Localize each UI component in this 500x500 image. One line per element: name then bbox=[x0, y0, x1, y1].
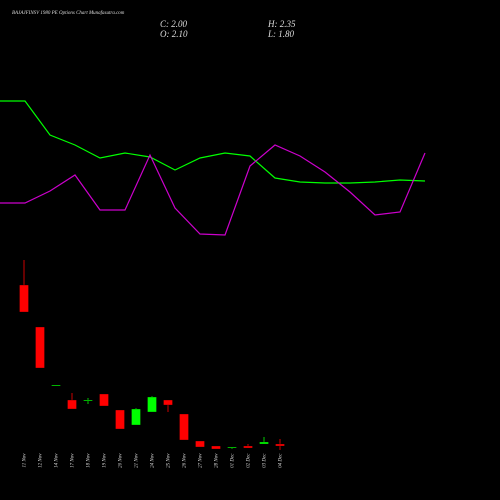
x-tick-label: 28 Nov bbox=[215, 453, 220, 468]
candle-body bbox=[83, 399, 93, 402]
x-tick-label: 20 Nov bbox=[119, 453, 124, 468]
candle-body bbox=[227, 446, 237, 449]
x-tick-label: 27 Nov bbox=[199, 453, 204, 468]
candle-body bbox=[211, 445, 221, 450]
annotation: O: 2.10 bbox=[160, 29, 188, 39]
x-tick-label: 01 Dec bbox=[231, 453, 236, 468]
candle-body bbox=[163, 399, 173, 406]
x-tick-label: 24 Nov bbox=[151, 453, 156, 468]
candle-body bbox=[19, 284, 29, 313]
candle-body bbox=[99, 393, 109, 407]
candle-body bbox=[51, 384, 61, 387]
indicator-line bbox=[0, 100, 426, 184]
annotation: C: 2.00 bbox=[160, 19, 188, 29]
annotation: H: 2.35 bbox=[267, 19, 296, 29]
x-tick-label: 26 Nov bbox=[183, 453, 188, 468]
x-tick-label: 04 Dec bbox=[279, 453, 284, 468]
candle-body bbox=[147, 396, 157, 413]
candle-body bbox=[115, 409, 125, 430]
candle-body bbox=[275, 443, 285, 447]
x-tick-label: 14 Nov bbox=[55, 453, 60, 468]
candle-body bbox=[131, 408, 141, 426]
chart-title: BAJAJFINSV 1980 PE Options Chart Munafas… bbox=[12, 11, 125, 16]
candle-body bbox=[243, 445, 253, 449]
annotation: L: 1.80 bbox=[267, 29, 295, 39]
x-tick-label: 03 Dec bbox=[263, 453, 268, 468]
x-tick-label: 25 Nov bbox=[167, 453, 172, 468]
indicator-line bbox=[0, 144, 426, 236]
candle-body bbox=[35, 326, 45, 369]
x-tick-label: 18 Nov bbox=[87, 453, 92, 468]
candle-body bbox=[67, 399, 77, 410]
x-tick-label: 12 Nov bbox=[39, 453, 44, 468]
x-tick-label: 11 Nov bbox=[23, 453, 28, 468]
x-tick-label: 21 Nov bbox=[135, 453, 140, 468]
candle-body bbox=[259, 441, 269, 445]
x-tick-label: 02 Dec bbox=[247, 453, 252, 468]
x-tick-label: 19 Nov bbox=[103, 453, 108, 468]
candle-body bbox=[195, 440, 205, 448]
candle-body bbox=[179, 413, 189, 441]
x-tick-label: 17 Nov bbox=[71, 453, 76, 468]
